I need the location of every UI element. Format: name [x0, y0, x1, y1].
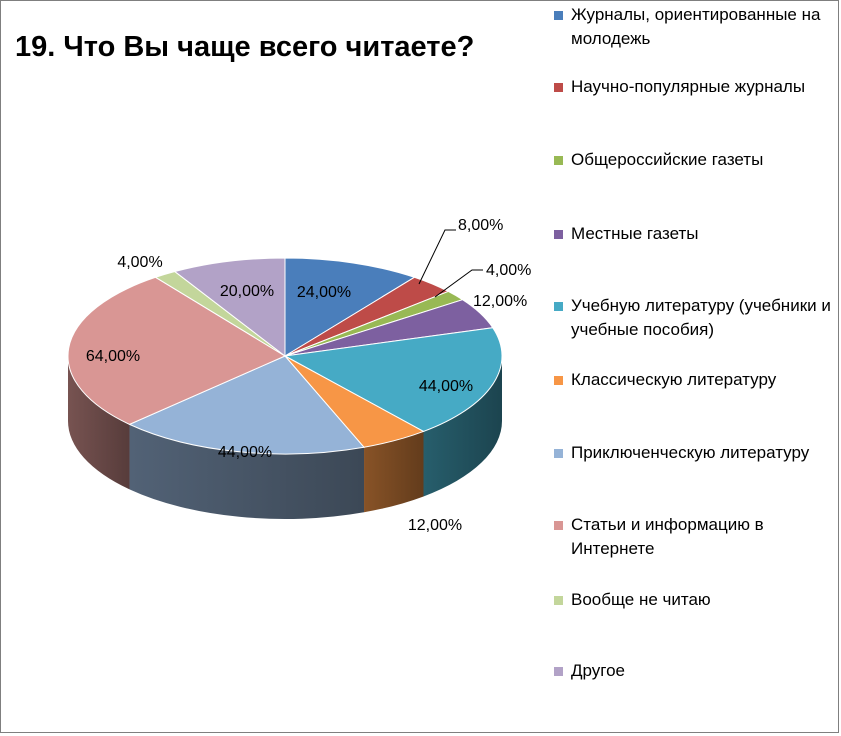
- legend-label-2: Общероссийские газеты: [571, 150, 764, 169]
- legend-swatch-6: [554, 449, 563, 458]
- legend-swatch-2: [554, 156, 563, 165]
- legend-item-8: Вообще не читаю: [554, 588, 834, 612]
- pie-slice-0: [284, 257, 416, 357]
- legend-swatch-9: [554, 667, 563, 676]
- pie-slice-6: [128, 355, 365, 455]
- legend-label-5: Классическую литературу: [571, 370, 777, 389]
- data-labels: 24,00% 8,00% 4,00% 12,00% 44,00% 12,00% 44,00%…: [86, 217, 532, 534]
- pie-tops: [67, 257, 503, 455]
- legend-item-7: Статьи и информацию в Интернете: [554, 513, 834, 561]
- legend-swatch-5: [554, 376, 563, 385]
- pie-slice-7: [67, 276, 287, 425]
- legend-label-8: Вообще не читаю: [571, 590, 711, 609]
- legend: Журналы, ориентированные на молодежь Науч…: [554, 1, 839, 734]
- data-label-4: 44,00%: [419, 378, 473, 395]
- data-label-6: 44,00%: [218, 444, 272, 461]
- leader-line-2: [434, 269, 483, 298]
- legend-item-4: Учебную литературу (учебники и учебные п…: [554, 294, 834, 342]
- chart-title: 19. Что Вы чаще всего читаете?: [15, 31, 475, 63]
- legend-swatch-0: [554, 11, 563, 20]
- legend-label-4: Учебную литературу (учебники и учебные п…: [571, 296, 831, 339]
- data-label-3: 12,00%: [473, 293, 527, 310]
- pie-side-5: [364, 431, 424, 513]
- data-label-5: 12,00%: [408, 517, 462, 534]
- pie-slice-4: [283, 327, 503, 432]
- legend-label-3: Местные газеты: [571, 224, 699, 243]
- legend-item-2: Общероссийские газеты: [554, 148, 834, 172]
- legend-swatch-4: [554, 302, 563, 311]
- pie-side-4: [423, 356, 502, 497]
- pie-side-7: [68, 356, 130, 490]
- pie-sides: [68, 356, 502, 519]
- legend-swatch-8: [554, 596, 563, 605]
- data-label-0: 24,00%: [297, 284, 351, 301]
- data-label-1: 8,00%: [458, 217, 503, 234]
- legend-item-5: Классическую литературу: [554, 368, 834, 392]
- data-label-7: 64,00%: [86, 348, 140, 365]
- legend-label-6: Приключенческую литературу: [571, 443, 810, 462]
- legend-label-7: Статьи и информацию в Интернете: [571, 515, 764, 558]
- data-label-8: 4,00%: [117, 254, 162, 271]
- legend-item-1: Научно-популярные журналы: [554, 75, 834, 99]
- legend-label-9: Другое: [571, 661, 626, 680]
- leader-line-1: [418, 229, 456, 285]
- legend-swatch-3: [554, 230, 563, 239]
- legend-swatch-1: [554, 83, 563, 92]
- data-label-9: 20,00%: [220, 283, 274, 300]
- legend-label-0: Журналы, ориентированные на молодежь: [571, 5, 821, 48]
- pie-slice-9: [173, 257, 286, 358]
- legend-swatch-7: [554, 521, 563, 530]
- legend-label-1: Научно-популярные журналы: [571, 77, 806, 96]
- legend-item-0: Журналы, ориентированные на молодежь: [554, 3, 834, 51]
- data-label-2: 4,00%: [486, 262, 531, 279]
- leader-lines: [418, 229, 483, 298]
- pie-side-6: [129, 424, 365, 519]
- legend-item-3: Местные газеты: [554, 222, 834, 246]
- legend-item-6: Приключенческую литературу: [554, 441, 834, 465]
- legend-item-9: Другое: [554, 659, 834, 683]
